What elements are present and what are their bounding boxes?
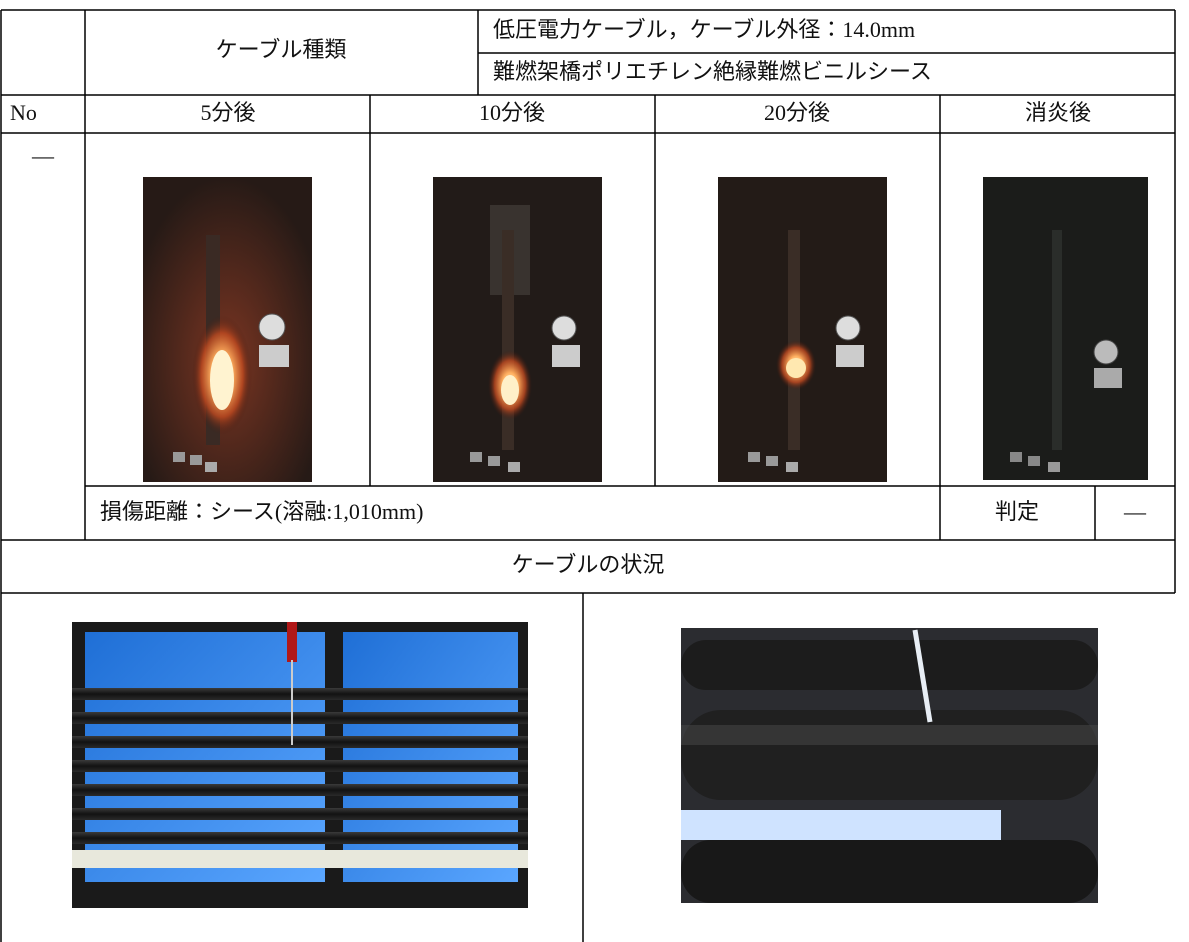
photo-10min-part	[552, 345, 580, 367]
photo-5min-part	[173, 452, 185, 462]
cable-photo-overview-part	[343, 632, 518, 882]
photo-20min	[718, 177, 887, 482]
no-value: —	[31, 143, 55, 168]
cable-photo-overview-part	[72, 784, 528, 796]
photo-after-part	[1010, 452, 1022, 462]
cable-photo-closeup-part	[912, 629, 933, 723]
photo-20min-part	[786, 358, 806, 378]
cable-type-label: ケーブル種類	[216, 37, 347, 62]
photo-20min-part	[718, 177, 887, 482]
cable-photo-closeup-part	[681, 725, 1098, 745]
photo-10min	[433, 177, 602, 482]
column-header: 5分後	[200, 100, 255, 125]
judgement-label: 判定	[995, 499, 1039, 524]
photo-5min-part	[205, 462, 217, 472]
photo-5min-part	[259, 345, 289, 367]
judgement-value: —	[1123, 499, 1147, 524]
photo-after-part	[1094, 368, 1122, 388]
photo-20min-part	[835, 315, 861, 341]
cable-photo-closeup-part	[681, 840, 1098, 903]
photo-10min-part	[508, 462, 520, 472]
column-header: 消炎後	[1025, 100, 1091, 125]
photo-5min-part	[258, 313, 286, 341]
cable-photo-closeup-part	[681, 710, 1098, 800]
photo-5min-part	[190, 455, 202, 465]
cable-spec: 低圧電力ケーブル，ケーブル外径：14.0mm	[493, 17, 915, 42]
photo-after-part	[983, 177, 1148, 480]
photo-after-part	[1052, 230, 1062, 450]
cable-photo-overview-part	[72, 760, 528, 772]
photo-10min-part	[501, 375, 519, 405]
cable-photo-overview-part	[72, 832, 528, 844]
photo-after-part	[1093, 339, 1119, 365]
photo-20min-part	[766, 456, 778, 466]
section-title: ケーブルの状況	[512, 552, 665, 577]
cable-photo-overview	[72, 622, 528, 908]
photo-10min-part	[488, 456, 500, 466]
cable-photo-overview-part	[72, 688, 528, 700]
column-header: 10分後	[479, 100, 545, 125]
cable-photo-overview-part	[287, 622, 297, 662]
cable-spec: 難燃架橋ポリエチレン絶縁難燃ビニルシース	[493, 59, 932, 84]
cable-photo-closeup	[681, 628, 1098, 903]
cable-photo-closeup-part	[681, 810, 1001, 840]
cable-photo-overview-part	[72, 736, 528, 748]
photo-10min-part	[470, 452, 482, 462]
photo-10min-part	[551, 315, 577, 341]
photo-20min-part	[748, 452, 760, 462]
cable-photo-overview-part	[72, 712, 528, 724]
photo-after	[983, 177, 1148, 480]
photo-20min-part	[836, 345, 864, 367]
cable-photo-overview-part	[85, 632, 325, 882]
photo-20min-part	[786, 462, 798, 472]
cable-photo-overview-part	[72, 808, 528, 820]
cable-photo-overview-part	[72, 850, 528, 868]
photo-5min-part	[210, 350, 234, 410]
photo-20min-part	[788, 230, 800, 450]
cable-photo-closeup-part	[681, 640, 1098, 690]
column-header: 20分後	[764, 100, 830, 125]
damage-distance: 損傷距離：シース(溶融:1,010mm)	[100, 499, 423, 524]
table-borders	[0, 9, 1176, 942]
photo-5min	[143, 177, 312, 482]
column-header: No	[10, 100, 37, 125]
photo-after-part	[1028, 456, 1040, 466]
photo-after-part	[1048, 462, 1060, 472]
